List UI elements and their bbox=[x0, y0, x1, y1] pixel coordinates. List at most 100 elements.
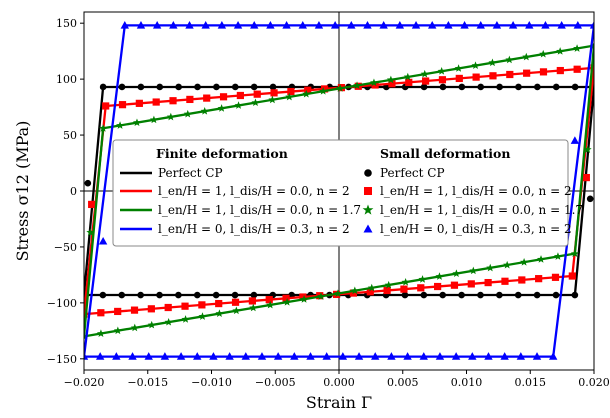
series-marker bbox=[266, 21, 275, 29]
series-marker bbox=[556, 47, 565, 55]
series-marker bbox=[250, 21, 259, 29]
x-axis-label: Strain Γ bbox=[306, 393, 372, 412]
series-marker bbox=[99, 83, 107, 91]
series-marker bbox=[571, 291, 579, 299]
series-marker bbox=[203, 94, 211, 102]
data-curves bbox=[84, 21, 594, 360]
series-marker bbox=[164, 303, 172, 312]
series-marker bbox=[520, 258, 529, 266]
series-marker bbox=[282, 294, 290, 302]
legend-label-finite-blue: l_en/H = 0, l_dis/H = 0.3, n = 2 bbox=[158, 222, 350, 236]
series-marker bbox=[198, 312, 207, 320]
series-marker bbox=[336, 84, 345, 92]
series-marker bbox=[132, 118, 141, 127]
legend-marker-blue bbox=[363, 224, 373, 233]
legend-label-small-red: l_en/H = 1, l_dis/H = 0.0, n = 2 bbox=[380, 184, 572, 198]
series-marker bbox=[181, 315, 190, 323]
series-marker bbox=[156, 291, 163, 299]
series-marker bbox=[484, 352, 493, 360]
series-marker bbox=[568, 272, 576, 280]
series-marker bbox=[231, 83, 239, 91]
series-marker bbox=[185, 21, 194, 29]
series-marker bbox=[98, 236, 108, 245]
y-axis-label: Stress σ12 (MPa) bbox=[13, 121, 32, 262]
series-marker bbox=[137, 291, 144, 299]
series-marker bbox=[496, 291, 503, 299]
legend-title-finite: Finite deformation bbox=[156, 146, 288, 161]
series-marker bbox=[438, 76, 447, 84]
series-marker bbox=[371, 352, 380, 360]
series-marker bbox=[367, 283, 376, 292]
series-marker bbox=[120, 21, 129, 29]
series-marker bbox=[467, 280, 475, 288]
series-marker bbox=[552, 291, 560, 299]
series-marker bbox=[118, 83, 126, 91]
series-marker bbox=[363, 21, 372, 29]
series-marker bbox=[405, 78, 413, 86]
y-tick-label: −50 bbox=[54, 241, 77, 254]
series-marker bbox=[231, 298, 240, 306]
series-marker bbox=[166, 112, 175, 121]
series-marker bbox=[118, 101, 127, 109]
series-marker bbox=[383, 286, 391, 295]
series-marker bbox=[419, 352, 428, 360]
series-marker bbox=[353, 81, 362, 89]
series-marker bbox=[508, 21, 518, 29]
series-marker bbox=[403, 352, 412, 360]
series-marker bbox=[534, 83, 541, 91]
series-marker bbox=[144, 352, 153, 360]
series-marker bbox=[130, 306, 139, 314]
series-marker bbox=[477, 83, 485, 91]
series-marker bbox=[539, 49, 548, 58]
series-marker bbox=[571, 83, 579, 91]
series-marker bbox=[160, 352, 170, 360]
series-marker bbox=[86, 228, 95, 236]
y-tick-label: 0 bbox=[70, 185, 77, 198]
x-tick-label: −0.015 bbox=[127, 376, 168, 389]
series-marker bbox=[537, 255, 546, 263]
legend-label-small-green: l_en/H = 1, l_dis/H = 0.0, n = 1.7 bbox=[380, 203, 583, 217]
legend-label-small-blue: l_en/H = 0, l_dis/H = 0.3, n = 2 bbox=[380, 222, 572, 236]
series-marker bbox=[88, 200, 96, 209]
series-marker bbox=[347, 21, 356, 29]
series-marker bbox=[99, 124, 108, 132]
legend-label-small-perfect: Perfect CP bbox=[380, 166, 445, 180]
legend-title-small: Small deformation bbox=[380, 146, 510, 161]
series-marker bbox=[523, 69, 531, 77]
series-marker bbox=[152, 98, 160, 106]
series-marker bbox=[268, 95, 277, 104]
x-axis-ticks: −0.020 −0.015 −0.010 −0.005 0.000 0.005 0.010 0… bbox=[64, 370, 610, 389]
series-marker bbox=[418, 275, 427, 283]
series-marker bbox=[128, 352, 137, 360]
series-4 bbox=[84, 21, 594, 360]
series-marker bbox=[435, 352, 445, 360]
series-marker bbox=[515, 83, 522, 91]
series-marker bbox=[136, 21, 146, 29]
series-marker bbox=[541, 21, 550, 29]
x-tick-label: 0.010 bbox=[451, 376, 483, 389]
series-marker bbox=[582, 173, 590, 182]
series-marker bbox=[273, 352, 283, 360]
series-marker bbox=[176, 352, 186, 360]
series-marker bbox=[114, 307, 122, 316]
series-marker bbox=[444, 21, 453, 29]
series-marker bbox=[522, 52, 531, 61]
series-marker bbox=[250, 83, 258, 91]
series-marker bbox=[518, 276, 526, 284]
series-marker bbox=[437, 67, 446, 75]
series-marker bbox=[320, 85, 329, 93]
series-marker bbox=[201, 21, 210, 29]
series-marker bbox=[400, 285, 408, 293]
x-tick-label: 0.005 bbox=[387, 376, 419, 389]
series-marker bbox=[96, 329, 105, 337]
series-marker bbox=[265, 296, 273, 304]
y-tick-label: 50 bbox=[63, 129, 77, 142]
series-marker bbox=[270, 89, 278, 97]
y-axis-ticks: −150 −100 −50 0 50 100 150 bbox=[47, 17, 84, 366]
y-tick-label: 100 bbox=[56, 73, 77, 86]
series-marker bbox=[300, 295, 309, 303]
series-marker bbox=[573, 65, 581, 73]
series-marker bbox=[420, 291, 428, 299]
series-marker bbox=[401, 278, 410, 286]
